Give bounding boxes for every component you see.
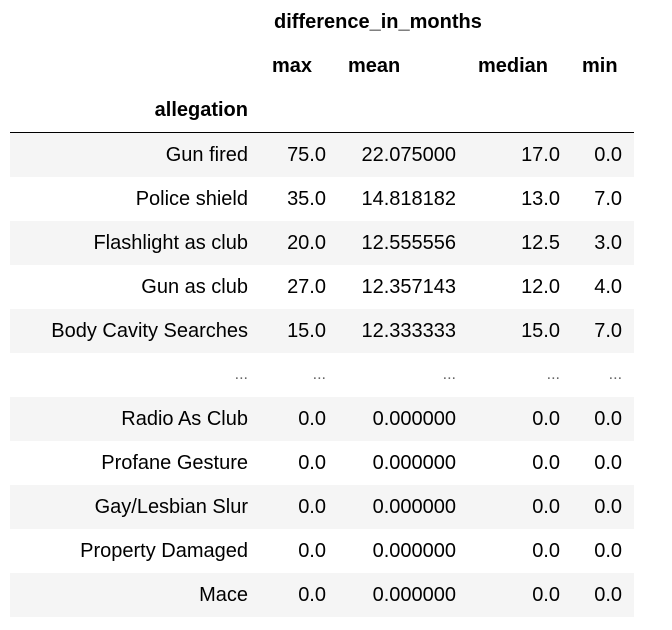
cell-min: 0.0 bbox=[572, 441, 635, 485]
cell-min: ... bbox=[572, 353, 635, 397]
cell-min: 7.0 bbox=[572, 309, 635, 353]
table-row: Property Damaged 0.0 0.000000 0.0 0.0 bbox=[10, 529, 635, 573]
row-index-label: Radio As Club bbox=[10, 397, 262, 441]
row-index-label: Body Cavity Searches bbox=[10, 309, 262, 353]
dataframe-table: difference_in_months max mean median min… bbox=[10, 0, 635, 617]
table-row: Profane Gesture 0.0 0.000000 0.0 0.0 bbox=[10, 441, 635, 485]
table-row: ............... bbox=[10, 353, 635, 397]
cell-min: 0.0 bbox=[572, 573, 635, 617]
cell-mean: 12.333333 bbox=[338, 309, 468, 353]
cell-mean: 22.075000 bbox=[338, 132, 468, 177]
cell-median: 12.5 bbox=[468, 221, 572, 265]
row-index-label: Flashlight as club bbox=[10, 221, 262, 265]
table-row: Mace 0.0 0.000000 0.0 0.0 bbox=[10, 573, 635, 617]
row-index-label: Property Damaged bbox=[10, 529, 262, 573]
row-index-label: Gun as club bbox=[10, 265, 262, 309]
cell-median: 0.0 bbox=[468, 397, 572, 441]
cell-max: 20.0 bbox=[262, 221, 338, 265]
cell-max: 0.0 bbox=[262, 573, 338, 617]
index-name-header: allegation bbox=[10, 88, 262, 133]
index-name-blank bbox=[262, 88, 338, 133]
cell-median: 0.0 bbox=[468, 573, 572, 617]
cell-max: 0.0 bbox=[262, 441, 338, 485]
header-corner bbox=[10, 0, 262, 44]
row-index-label: Mace bbox=[10, 573, 262, 617]
table-row: Gun fired 75.0 22.075000 17.0 0.0 bbox=[10, 132, 635, 177]
cell-mean: ... bbox=[338, 353, 468, 397]
column-group-row: difference_in_months bbox=[10, 0, 635, 44]
cell-median: 0.0 bbox=[468, 485, 572, 529]
cell-mean: 0.000000 bbox=[338, 397, 468, 441]
cell-min: 7.0 bbox=[572, 177, 635, 221]
index-name-blank bbox=[572, 88, 635, 133]
cell-median: ... bbox=[468, 353, 572, 397]
cell-max: 0.0 bbox=[262, 529, 338, 573]
cell-mean: 0.000000 bbox=[338, 441, 468, 485]
column-header-median: median bbox=[468, 44, 572, 88]
cell-min: 3.0 bbox=[572, 221, 635, 265]
cell-min: 0.0 bbox=[572, 529, 635, 573]
cell-max: 27.0 bbox=[262, 265, 338, 309]
cell-median: 17.0 bbox=[468, 132, 572, 177]
cell-max: 15.0 bbox=[262, 309, 338, 353]
table-body: Gun fired 75.0 22.075000 17.0 0.0 Police shie… bbox=[10, 132, 635, 617]
index-name-row: allegation bbox=[10, 88, 635, 133]
column-group-header: difference_in_months bbox=[262, 0, 635, 44]
row-index-label: Gun fired bbox=[10, 132, 262, 177]
header-corner-2 bbox=[10, 44, 262, 88]
column-header-max: max bbox=[262, 44, 338, 88]
cell-min: 4.0 bbox=[572, 265, 635, 309]
column-header-min: min bbox=[572, 44, 635, 88]
index-name-blank bbox=[468, 88, 572, 133]
cell-min: 0.0 bbox=[572, 485, 635, 529]
cell-max: 75.0 bbox=[262, 132, 338, 177]
cell-min: 0.0 bbox=[572, 397, 635, 441]
cell-median: 13.0 bbox=[468, 177, 572, 221]
table-row: Flashlight as club 20.0 12.555556 12.5 3.0 bbox=[10, 221, 635, 265]
row-index-label: Police shield bbox=[10, 177, 262, 221]
cell-max: ... bbox=[262, 353, 338, 397]
cell-max: 0.0 bbox=[262, 397, 338, 441]
table-row: Gay/Lesbian Slur 0.0 0.000000 0.0 0.0 bbox=[10, 485, 635, 529]
cell-mean: 0.000000 bbox=[338, 573, 468, 617]
cell-max: 35.0 bbox=[262, 177, 338, 221]
index-name-blank bbox=[338, 88, 468, 133]
cell-max: 0.0 bbox=[262, 485, 338, 529]
cell-median: 12.0 bbox=[468, 265, 572, 309]
row-index-label: Gay/Lesbian Slur bbox=[10, 485, 262, 529]
table-row: Gun as club 27.0 12.357143 12.0 4.0 bbox=[10, 265, 635, 309]
cell-min: 0.0 bbox=[572, 132, 635, 177]
cell-mean: 12.555556 bbox=[338, 221, 468, 265]
cell-mean: 0.000000 bbox=[338, 529, 468, 573]
column-names-row: max mean median min bbox=[10, 44, 635, 88]
table-row: Body Cavity Searches 15.0 12.333333 15.0 7.0 bbox=[10, 309, 635, 353]
cell-median: 0.0 bbox=[468, 529, 572, 573]
row-index-label: ... bbox=[10, 353, 262, 397]
table-header: difference_in_months max mean median min… bbox=[10, 0, 635, 133]
cell-median: 15.0 bbox=[468, 309, 572, 353]
cell-mean: 0.000000 bbox=[338, 485, 468, 529]
row-index-label: Profane Gesture bbox=[10, 441, 262, 485]
table-row: Radio As Club 0.0 0.000000 0.0 0.0 bbox=[10, 397, 635, 441]
table-row: Police shield 35.0 14.818182 13.0 7.0 bbox=[10, 177, 635, 221]
cell-mean: 12.357143 bbox=[338, 265, 468, 309]
dataframe-output: difference_in_months max mean median min… bbox=[10, 0, 635, 617]
cell-mean: 14.818182 bbox=[338, 177, 468, 221]
cell-median: 0.0 bbox=[468, 441, 572, 485]
column-header-mean: mean bbox=[338, 44, 468, 88]
